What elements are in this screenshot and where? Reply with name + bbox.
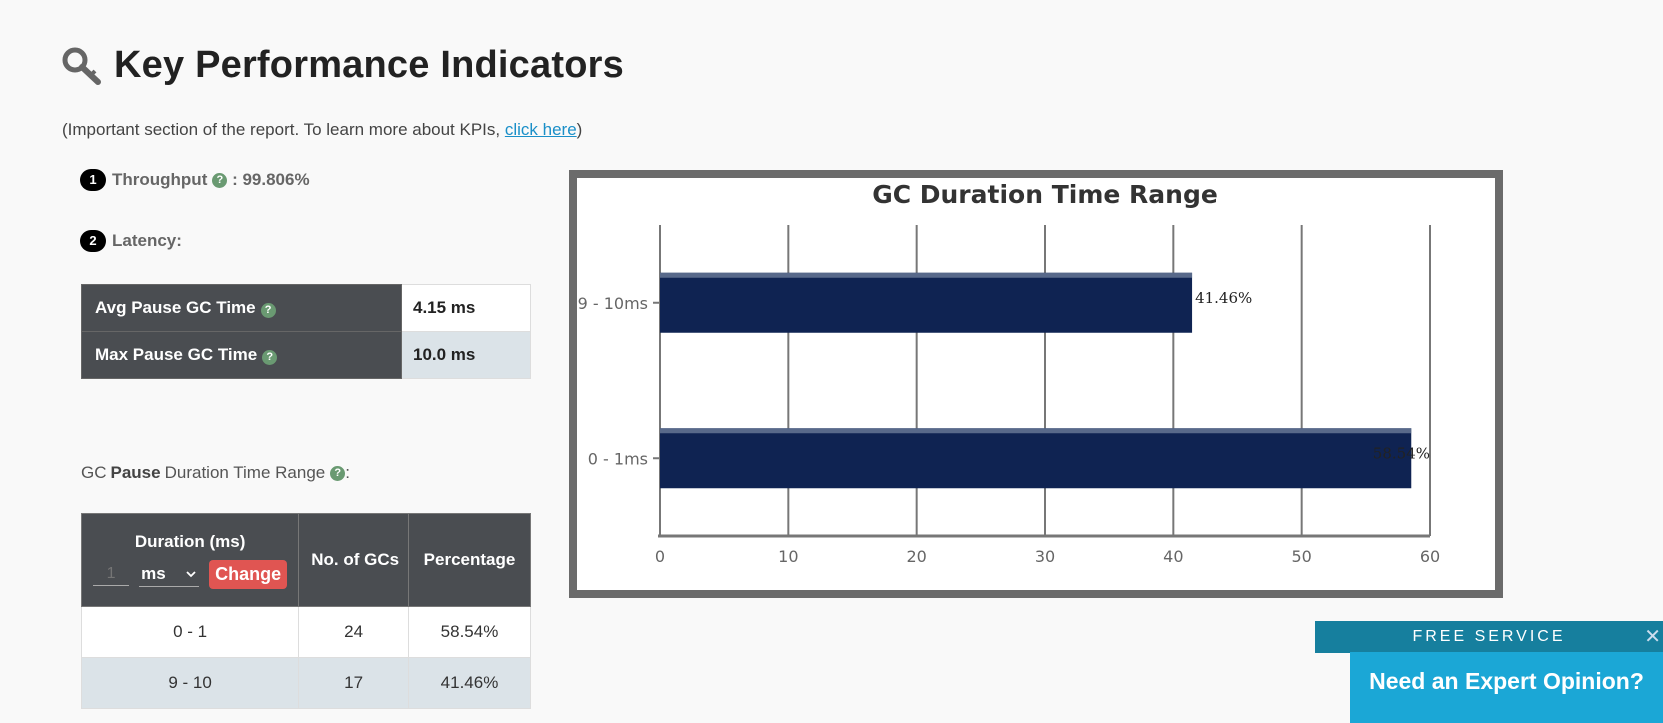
help-icon[interactable]: ? (330, 465, 346, 481)
x-tick-label: 30 (1035, 547, 1055, 566)
avg-pause-label-cell: Avg Pause GC Time? (81, 284, 402, 332)
unit-select[interactable]: ms (139, 562, 200, 587)
kpi-help-link[interactable]: click here (504, 120, 577, 139)
bar (660, 428, 1412, 489)
bucket-size-input[interactable] (93, 562, 130, 586)
x-tick-label: 20 (906, 547, 926, 566)
x-tick-label: 10 (778, 547, 798, 566)
throughput-separator: : (227, 170, 243, 189)
gc-duration-chart: GC Duration Time Range 0 10 20 30 40 50 60 9 - 1… (569, 170, 1503, 598)
chart-title: GC Duration Time Range (872, 180, 1218, 209)
chart-svg: GC Duration Time Range 0 10 20 30 40 50 60 9 - 1… (578, 180, 1441, 566)
help-icon[interactable]: ? (260, 303, 276, 318)
gc-duration-table: Duration (ms) ms Change No. of GCs Perce… (80, 513, 531, 709)
data-label: 41.46% (1195, 289, 1252, 307)
throughput-value: 99.806% (242, 170, 310, 189)
table-row: 0 - 1 24 58.54% (80, 606, 531, 658)
expert-opinion-button[interactable]: Need an Expert Opinion? (1350, 652, 1663, 723)
table-header-row: Duration (ms) ms Change No. of GCs Perce… (80, 513, 531, 607)
duration-header-label: Duration (ms) (134, 531, 246, 551)
page-title-row: Key Performance Indicators (62, 44, 624, 87)
free-service-text: FREE SERVICE (1412, 628, 1566, 645)
percentage-cell: 41.46% (408, 657, 531, 709)
help-icon[interactable]: ? (262, 350, 278, 365)
heading-text: GC (81, 463, 107, 482)
y-category-label: 0 - 1ms (588, 449, 648, 468)
subtitle-text: (Important section of the report. To lea… (62, 120, 505, 139)
throughput-label: Throughput (112, 170, 208, 189)
kpi-number-badge: 2 (80, 230, 106, 252)
count-header: No. of GCs (298, 513, 410, 607)
subtitle-text-end: ) (576, 120, 583, 139)
latency-kpi: 2 Latency: (80, 230, 182, 252)
y-category-label: 9 - 10ms (578, 294, 648, 313)
duration-header: Duration (ms) ms Change (80, 513, 300, 607)
max-pause-label: Max Pause GC Time (95, 345, 258, 364)
page-subtitle: (Important section of the report. To lea… (62, 120, 582, 140)
x-tick-label: 0 (655, 547, 665, 566)
key-icon (62, 47, 101, 85)
percentage-header: Percentage (408, 513, 531, 607)
range-cell: 0 - 1 (80, 606, 300, 658)
heading-bold-text: Pause (110, 463, 161, 482)
table-row: Avg Pause GC Time? 4.15 ms (81, 284, 531, 332)
max-pause-label-cell: Max Pause GC Time? (81, 331, 402, 379)
heading-colon: : (345, 463, 350, 482)
latency-label: Latency: (112, 231, 182, 250)
x-tick-label: 50 (1291, 547, 1311, 566)
heading-text: Duration Time Range (164, 463, 326, 482)
unit-controls: ms Change (83, 559, 297, 589)
bar (660, 272, 1193, 333)
latency-table: Avg Pause GC Time? 4.15 ms Max Pause GC … (81, 284, 531, 379)
bar-highlight (660, 272, 1193, 278)
data-label: 58.54% (1373, 444, 1430, 462)
bar-highlight (660, 428, 1412, 434)
change-button[interactable]: Change (209, 559, 288, 589)
count-cell: 24 (298, 606, 410, 658)
unit-selected-value: ms (141, 563, 166, 583)
table-row: 9 - 10 17 41.46% (80, 657, 531, 709)
close-icon[interactable]: ✕ (1644, 626, 1661, 648)
range-cell: 9 - 10 (80, 657, 300, 709)
avg-pause-label: Avg Pause GC Time (95, 298, 256, 317)
max-pause-value: 10.0 ms (401, 331, 531, 379)
kpi-number-badge: 1 (80, 169, 106, 191)
range-section-heading: GC Pause Duration Time Range ? : (81, 463, 350, 483)
percentage-cell: 58.54% (408, 606, 531, 658)
table-row: Max Pause GC Time? 10.0 ms (81, 331, 531, 379)
help-icon[interactable]: ? (212, 172, 228, 188)
avg-pause-value: 4.15 ms (401, 284, 531, 332)
page-title: Key Performance Indicators (114, 44, 624, 86)
count-cell: 17 (298, 657, 410, 709)
throughput-kpi: 1 Throughput ? : 99.806% (80, 169, 310, 191)
chevron-down-icon (186, 570, 196, 577)
free-service-banner: FREE SERVICE ✕ (1315, 621, 1663, 653)
x-tick-label: 60 (1420, 547, 1440, 566)
x-tick-label: 40 (1163, 547, 1183, 566)
